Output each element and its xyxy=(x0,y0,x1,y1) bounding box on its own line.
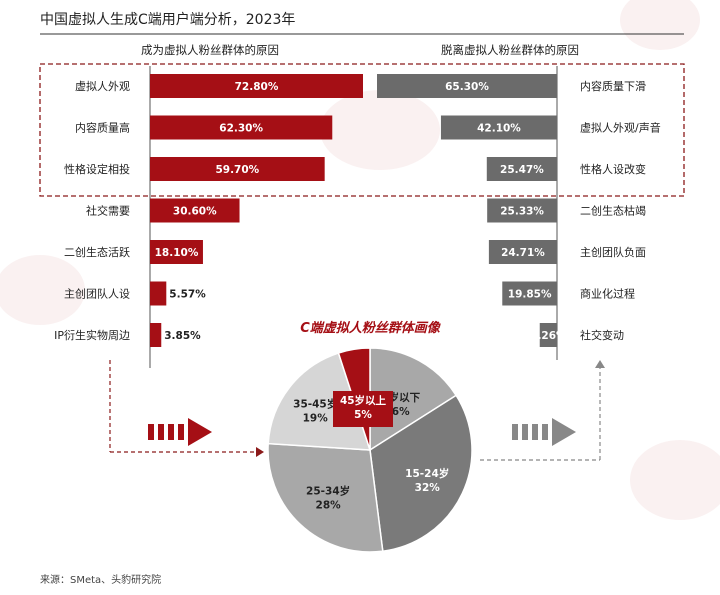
right-bar xyxy=(377,74,557,98)
left-bar xyxy=(150,281,167,306)
left-bar-value: 59.70% xyxy=(215,164,259,176)
left-bar xyxy=(150,115,333,140)
left-bar-value: 5.57% xyxy=(169,289,206,301)
right-category-label: 商业化过程 xyxy=(580,287,635,301)
left-bar xyxy=(150,157,325,181)
pie-slice-label: 35-45岁 xyxy=(293,397,337,410)
left-stripe-3 xyxy=(168,424,174,440)
right-flow-arrow xyxy=(480,360,605,461)
right-bar-value: 65.30% xyxy=(445,81,489,93)
watermark-logo-center xyxy=(320,90,440,170)
watermark-layer xyxy=(0,0,720,520)
right-bar-chart: 内容质量下滑 65.30% 虚拟人外观/声音 42.10% 性格人设改变 25.47% 二创… xyxy=(377,66,661,360)
right-category-label: 性格人设改变 xyxy=(580,162,646,176)
pie-slice-pct: 28% xyxy=(316,500,342,512)
left-category-label: IP衍生实物周边 xyxy=(54,328,130,342)
right-category-label: 主创团队负面 xyxy=(580,245,646,259)
highlight-dashed-box xyxy=(39,63,685,197)
left-category-label: 内容质量高 xyxy=(75,121,130,135)
left-category-label: 社交需要 xyxy=(86,204,130,218)
pie-slice-pct: 32% xyxy=(415,482,441,494)
left-category-label: 二创生态活跃 xyxy=(64,245,130,259)
right-bar-value: 6.26% xyxy=(530,330,567,342)
right-stripe-1 xyxy=(512,424,518,440)
watermark-logo-right xyxy=(630,440,720,520)
right-bar-value: 42.10% xyxy=(477,123,521,135)
left-category-label: 性格设定相投 xyxy=(64,162,130,176)
right-bar xyxy=(539,323,557,347)
left-bar-value: 18.10% xyxy=(155,247,199,259)
right-category-label: 内容质量下滑 xyxy=(580,79,646,93)
left-bar xyxy=(150,198,240,223)
pie-chart: 15岁以下16%15-24岁32%25-34岁28%35-45岁19%45岁以上… xyxy=(267,347,473,553)
source-note: 来源：SMeta、头豹研究院 xyxy=(40,573,161,586)
left-bar-value: 30.60% xyxy=(173,206,217,218)
left-dashed-arrowhead xyxy=(256,447,264,457)
pie-slice-pct: 5% xyxy=(354,409,372,421)
right-category-label: 虚拟人外观/声音 xyxy=(580,121,661,135)
pie-slice xyxy=(369,394,473,553)
left-bar-value: 72.80% xyxy=(235,81,279,93)
right-bar-value: 25.33% xyxy=(500,206,544,218)
pie-slice-pct: 19% xyxy=(303,412,329,424)
left-stripe-1 xyxy=(148,424,154,440)
right-bar xyxy=(487,198,557,223)
right-bar-value: 25.47% xyxy=(500,164,544,176)
right-big-arrowhead xyxy=(552,418,576,446)
pie-slice-label: 15-24岁 xyxy=(405,467,449,480)
right-bar xyxy=(440,115,557,140)
left-bar xyxy=(150,74,363,98)
left-bar-chart: 虚拟人外观 72.80% 内容质量高 62.30% 性格设定相投 59.70% 社交需要 30… xyxy=(54,66,363,368)
right-bar-value: 24.71% xyxy=(501,247,545,259)
left-chart-title: 成为虚拟人粉丝群体的原因 xyxy=(141,43,279,57)
left-category-label: 虚拟人外观 xyxy=(75,79,130,93)
right-dashed-arrowhead xyxy=(595,360,605,368)
right-stripe-4 xyxy=(542,424,548,440)
left-stripe-4 xyxy=(178,424,184,440)
left-flow-arrow xyxy=(109,360,264,457)
left-big-arrowhead xyxy=(188,418,212,446)
left-bar-value: 3.85% xyxy=(164,330,201,342)
pie-slice-label: 45岁以上 xyxy=(340,394,387,407)
left-stripe-2 xyxy=(158,424,164,440)
watermark-logo-top xyxy=(620,0,700,50)
page-title-text: 中国虚拟人生成C端用户端分析，2023年 xyxy=(40,11,295,28)
right-bar xyxy=(486,157,557,181)
right-category-label: 二创生态枯竭 xyxy=(580,204,646,218)
left-bar xyxy=(150,323,162,347)
right-bar xyxy=(502,281,557,306)
right-chart-title: 脱离虚拟人粉丝群体的原因 xyxy=(441,43,579,57)
left-bar xyxy=(150,240,203,264)
pie-title: C端虚拟人粉丝群体画像 xyxy=(300,320,442,336)
left-category-label: 主创团队人设 xyxy=(64,287,130,301)
pie-callout-box xyxy=(333,391,393,427)
pie-slice xyxy=(267,442,384,553)
pie-slice-label: 25-34岁 xyxy=(306,485,350,498)
left-bar-value: 62.30% xyxy=(219,123,263,135)
watermark-logo-left xyxy=(0,255,85,325)
right-bar-value: 19.85% xyxy=(508,289,552,301)
right-stripe-2 xyxy=(522,424,528,440)
right-category-label: 社交变动 xyxy=(580,328,624,342)
right-bar xyxy=(488,240,557,264)
right-stripe-3 xyxy=(532,424,538,440)
